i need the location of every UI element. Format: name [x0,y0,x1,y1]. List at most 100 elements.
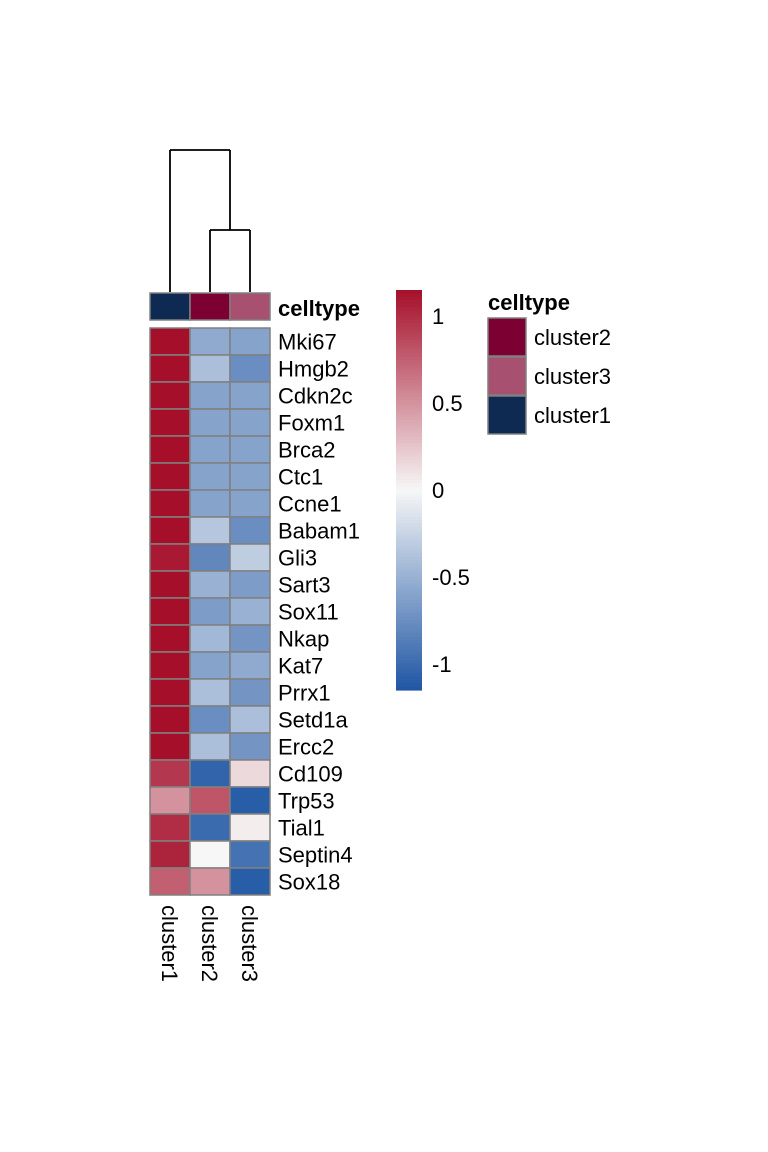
colorbar-segment [396,323,422,328]
colorbar-segment [396,636,422,641]
heatmap-cell [229,759,271,788]
colorbar-segment [396,613,422,618]
colorbar-segment [396,530,422,534]
colorbar-segment [396,606,422,611]
column-dendrogram [169,149,251,292]
row-label: Foxm1 [278,411,345,436]
colorbar-segment [396,320,422,324]
heatmap-cell [189,327,231,356]
heatmap-cell [189,381,231,410]
colorbar-segment [396,646,422,651]
colorbar-segment [396,583,422,588]
colorbar-segment [396,343,422,348]
colorbar-segment [396,656,422,661]
colorbar-segment [396,413,422,418]
colorbar-segment [396,466,422,471]
colorbar-segment [396,386,422,391]
row-label: Babam1 [278,519,360,544]
heatmap-cell [189,408,231,437]
colorbar-segment [396,370,422,374]
colorbar-segment [396,593,422,598]
heatmap-cell [149,705,191,734]
row-label: Prrx1 [278,681,331,706]
colorbar-segment [396,493,422,498]
colorbar-segment [396,366,422,371]
colorbar-segment [396,476,422,481]
colorbar-segment [396,580,422,584]
heatmap-cell [149,732,191,761]
colorbar-segment [396,306,422,311]
colorbar-segment [396,483,422,488]
heatmap-cell [229,813,271,842]
colorbar-segment [396,560,422,564]
colorbar-segment [396,676,422,681]
row-label: Brca2 [278,438,335,463]
heatmap-cell [189,624,231,653]
row-label: Gli3 [278,546,317,571]
colorbar-segment [396,490,422,494]
heatmap-cell [229,786,271,815]
heatmap-cell [189,678,231,707]
colorbar-segment [396,310,422,314]
colorbar-segment [396,400,422,404]
heatmap-cell [189,516,231,545]
heatmap-cell [149,354,191,383]
colorbar-segment [396,683,422,688]
colorbar-tick-label: 0 [432,478,444,503]
heatmap-cell [149,786,191,815]
colorbar-tick-label: 1 [432,304,444,329]
colorbar-segment [396,660,422,664]
row-label: Cdkn2c [278,384,353,409]
colorbar-segment [396,470,422,474]
colorbar-segment [396,566,422,571]
colorbar-segment [396,610,422,614]
colorbar-segment [396,653,422,658]
colorbar-segment [396,520,422,524]
row-label: Sox11 [278,600,339,625]
colorbar-segment [396,570,422,574]
row-labels: Mki67Hmgb2Cdkn2cFoxm1Brca2Ctc1Ccne1Babam… [278,330,360,895]
heatmap-cell [229,597,271,626]
colorbar-segment [396,473,422,478]
heatmap-cell [189,651,231,680]
colorbar-segment [396,436,422,441]
colorbar-segment [396,573,422,578]
row-label: Hmgb2 [278,357,349,382]
heatmap-cell [189,867,231,896]
colorbar-segment [396,396,422,401]
colorbar-segment [396,410,422,414]
colorbar-segment [396,626,422,631]
colorbar-segment [396,290,422,294]
row-label: Kat7 [278,654,323,679]
row-label: Septin4 [278,843,353,868]
colorbar-segment [396,540,422,544]
heatmap-cell [189,489,231,518]
colorbar-segment [396,590,422,594]
heatmap-cell [149,759,191,788]
heatmap-cell [149,570,191,599]
colorbar-segment [396,293,422,298]
colorbar-segment [396,313,422,318]
legend-swatch [487,395,527,435]
heatmap-cell [149,840,191,869]
colorbar-segment [396,563,422,568]
colorbar-segment [396,680,422,684]
heatmap-cell [149,651,191,680]
colorbar-segment [396,423,422,428]
colorbar-segment [396,363,422,368]
annotation-cell [189,292,231,321]
colorbar-segment [396,480,422,484]
colorbar-segment [396,296,422,301]
heatmap-cell [229,840,271,869]
heatmap-cell [229,408,271,437]
heatmap-cell [229,516,271,545]
colorbar-segment [396,666,422,671]
legend-swatch [487,356,527,396]
colorbar-segment [396,650,422,654]
heatmap-cell [149,678,191,707]
colorbar-segment [396,406,422,411]
legend-title: celltype [488,290,570,315]
colorbar-segment [396,633,422,638]
colorbar-segment [396,510,422,514]
heatmap-cell [229,651,271,680]
